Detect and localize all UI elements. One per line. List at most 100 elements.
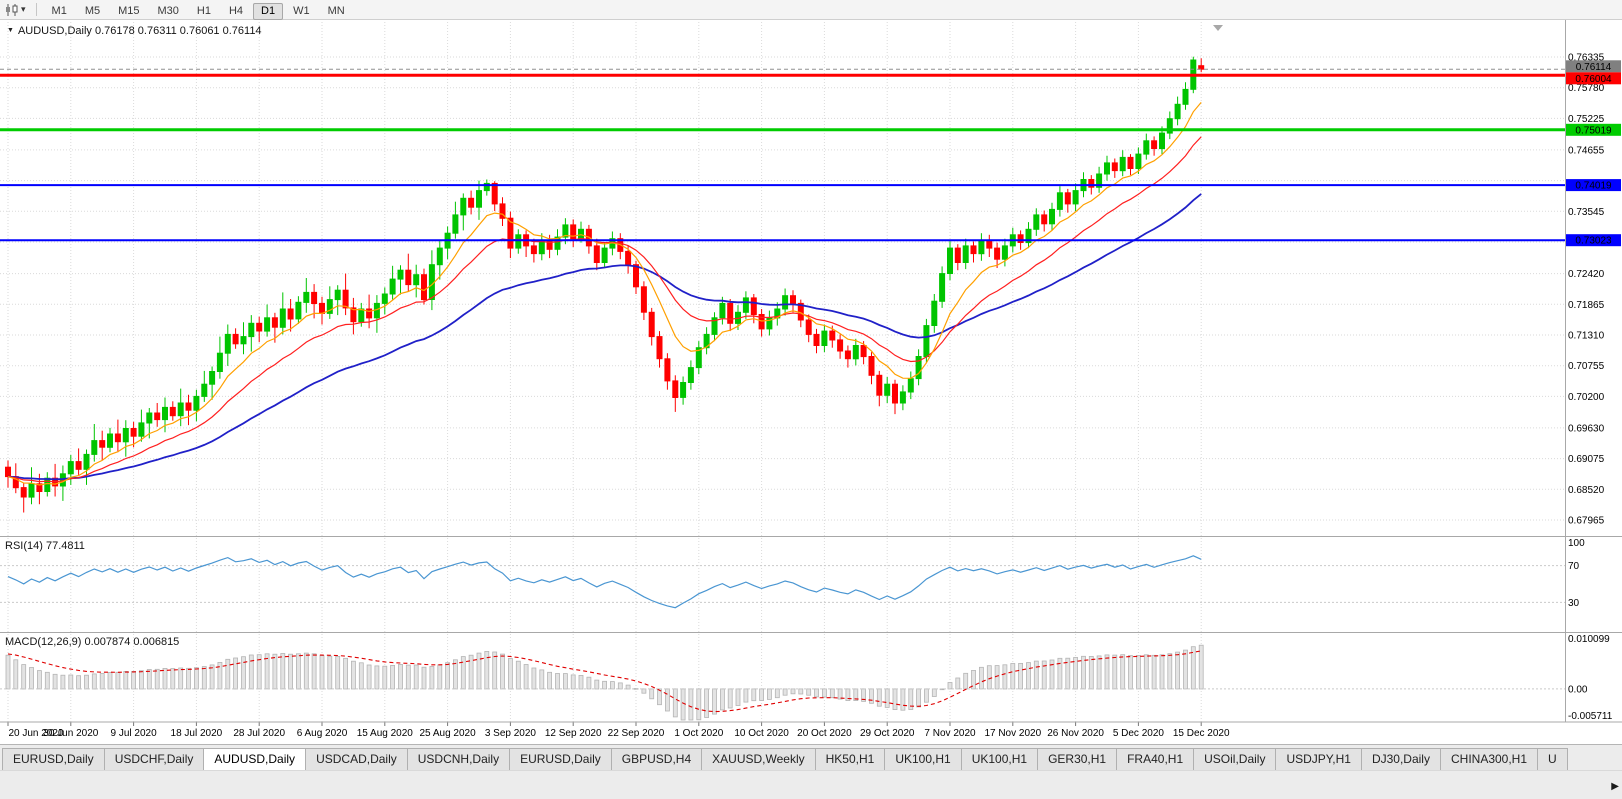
tab-fra40-h1[interactable]: FRA40,H1 [1116, 748, 1195, 770]
svg-text:5 Dec 2020: 5 Dec 2020 [1113, 728, 1165, 739]
tab-china300-h1[interactable]: CHINA300,H1 [1439, 748, 1539, 770]
svg-text:0.70755: 0.70755 [1568, 361, 1605, 372]
chart-ohlc-values: 0.76178 0.76311 0.76061 0.76114 [94, 25, 262, 37]
rsi-title: RSI(14) [5, 540, 43, 552]
rsi-indicator-label: RSI(14) 77.4811 [5, 540, 85, 552]
svg-text:6 Aug 2020: 6 Aug 2020 [297, 728, 348, 739]
svg-text:28 Jul 2020: 28 Jul 2020 [233, 728, 285, 739]
price-tag-0.75019[interactable]: 0.75019 [1566, 123, 1621, 137]
timeframe-button-h1[interactable]: H1 [196, 4, 211, 17]
macd-indicator-label: MACD(12,26,9) 0.007874 0.006815 [5, 636, 179, 648]
macd-values: 0.007874 0.006815 [84, 636, 180, 648]
svg-text:0.70200: 0.70200 [1568, 392, 1605, 403]
chart-type-dropdown-icon[interactable]: ▾ [21, 4, 26, 14]
svg-text:17 Nov 2020: 17 Nov 2020 [984, 728, 1041, 739]
price-tag-0.76004[interactable]: 0.76004 [1566, 72, 1621, 85]
candlestick-series [5, 56, 1205, 513]
price-tag-0.73023[interactable]: 0.73023 [1566, 234, 1621, 247]
tab-hk50-h1[interactable]: HK50,H1 [814, 748, 886, 770]
tab-usoil-daily[interactable]: USOil,Daily [1193, 748, 1277, 770]
svg-text:30 Jun 2020: 30 Jun 2020 [43, 728, 98, 739]
tab-audusd-daily[interactable]: AUDUSD,Daily [203, 748, 307, 770]
svg-text:30: 30 [1568, 598, 1580, 609]
svg-text:0.00: 0.00 [1568, 684, 1588, 695]
tab-eurusd-daily[interactable]: EURUSD,Daily [509, 748, 612, 770]
svg-text:10 Oct 2020: 10 Oct 2020 [734, 728, 789, 739]
svg-text:3 Sep 2020: 3 Sep 2020 [485, 728, 537, 739]
tab-usdjpy-h1[interactable]: USDJPY,H1 [1275, 748, 1362, 770]
tab-usdchf-daily[interactable]: USDCHF,Daily [103, 748, 205, 770]
macd-signal-line [7, 650, 1202, 713]
timeframe-button-mn[interactable]: MN [327, 4, 345, 17]
ma-mid-line [7, 136, 1202, 483]
price-tag-0.74019[interactable]: 0.74019 [1566, 179, 1621, 192]
tab-xauusd-weekly[interactable]: XAUUSD,Weekly [701, 748, 816, 770]
svg-text:25 Aug 2020: 25 Aug 2020 [420, 728, 477, 739]
svg-text:20 Oct 2020: 20 Oct 2020 [797, 728, 852, 739]
svg-text:0.75019: 0.75019 [1575, 125, 1612, 136]
timeframe-buttons: M1 M5 M15 M30 H1 H4 D1 W1 MN [43, 1, 354, 20]
ma-fast-line [7, 102, 1202, 486]
svg-text:0.75780: 0.75780 [1568, 83, 1605, 94]
svg-text:0.69075: 0.69075 [1568, 454, 1605, 465]
tab-eurusd-daily[interactable]: EURUSD,Daily [2, 748, 105, 770]
chart-tabs: EURUSD,Daily USDCHF,Daily AUDUSD,Daily USDC… [0, 748, 1568, 770]
svg-text:20 Jun 2020: 20 Jun 2020 [8, 728, 63, 739]
chart-canvas[interactable]: 0.76335 0.75780 0.75225 0.74655 0.73545 0.724… [0, 0, 1622, 744]
tab-u[interactable]: U [1537, 748, 1568, 770]
svg-text:0.76335: 0.76335 [1568, 53, 1605, 64]
timeframe-button-m5[interactable]: M5 [84, 4, 101, 17]
svg-text:1 Oct 2020: 1 Oct 2020 [674, 728, 723, 739]
svg-text:100: 100 [1568, 538, 1585, 549]
rsi-panel: 100 70 30 [0, 538, 1585, 609]
svg-text:15 Dec 2020: 15 Dec 2020 [1173, 728, 1230, 739]
tab-gbpusd-h4[interactable]: GBPUSD,H4 [610, 748, 703, 770]
chart-shift-marker-icon[interactable] [1213, 25, 1223, 31]
timeframe-button-m1[interactable]: M1 [51, 4, 67, 17]
tab-usdcnh-daily[interactable]: USDCNH,Daily [406, 748, 511, 770]
tab-usdcad-daily[interactable]: USDCAD,Daily [305, 748, 408, 770]
chart-type-icon[interactable] [5, 3, 19, 16]
svg-text:29 Oct 2020: 29 Oct 2020 [860, 728, 915, 739]
svg-text:-0.005711: -0.005711 [1568, 711, 1613, 722]
timeframe-button-m30[interactable]: M30 [157, 4, 179, 17]
chart-background[interactable] [0, 20, 1622, 744]
current-price-tag[interactable]: 0.76114 [1566, 60, 1621, 73]
timeframe-button-h4[interactable]: H4 [228, 4, 244, 17]
timeframe-button-d1[interactable]: D1 [253, 2, 284, 20]
price-axis-labels[interactable]: 0.76335 0.75780 0.75225 0.74655 0.73545 0.724… [1568, 53, 1605, 527]
svg-text:0.74655: 0.74655 [1568, 145, 1605, 156]
timeframe-button-m15[interactable]: M15 [118, 4, 140, 17]
svg-text:7 Nov 2020: 7 Nov 2020 [924, 728, 976, 739]
svg-text:18 Jul 2020: 18 Jul 2020 [171, 728, 223, 739]
svg-text:0.75225: 0.75225 [1568, 114, 1605, 125]
svg-text:0.73023: 0.73023 [1575, 236, 1612, 247]
timeframes-toolbar: ▾ M1 M5 M15 M30 H1 H4 D1 W1 MN [0, 0, 1622, 20]
svg-text:0.72420: 0.72420 [1568, 269, 1605, 280]
tab-dj30-daily[interactable]: DJ30,Daily [1360, 748, 1441, 770]
rsi-value: 77.4811 [45, 540, 85, 552]
svg-text:0.76114: 0.76114 [1576, 62, 1612, 73]
svg-text:12 Sep 2020: 12 Sep 2020 [545, 728, 602, 739]
macd-panel: 0.010099 0.00 -0.005711 [0, 634, 1613, 722]
status-bar [0, 770, 1622, 799]
svg-text:9 Jul 2020: 9 Jul 2020 [111, 728, 158, 739]
svg-text:0.69630: 0.69630 [1568, 423, 1605, 434]
svg-text:22 Sep 2020: 22 Sep 2020 [608, 728, 665, 739]
svg-text:0.76004: 0.76004 [1575, 74, 1612, 85]
chart-tabs-bar: EURUSD,Daily USDCHF,Daily AUDUSD,Daily USDC… [0, 744, 1622, 770]
tab-ger30-h1[interactable]: GER30,H1 [1037, 748, 1118, 770]
svg-text:0.67965: 0.67965 [1568, 516, 1605, 527]
svg-text:0.68520: 0.68520 [1568, 485, 1605, 496]
collapse-arrow-icon[interactable]: ▼ [7, 27, 14, 34]
svg-text:0.71865: 0.71865 [1568, 300, 1605, 311]
chart-title: ▼ AUDUSD,Daily 0.76178 0.76311 0.76061 0.… [7, 25, 262, 37]
svg-text:0.74019: 0.74019 [1575, 181, 1612, 192]
tab-scroll-right-icon[interactable]: ▶ [1611, 781, 1619, 792]
tab-uk100-h1[interactable]: UK100,H1 [884, 748, 962, 770]
timeframe-button-w1[interactable]: W1 [293, 4, 310, 17]
tab-uk100-h1[interactable]: UK100,H1 [960, 748, 1039, 770]
macd-title: MACD(12,26,9) [5, 636, 82, 648]
